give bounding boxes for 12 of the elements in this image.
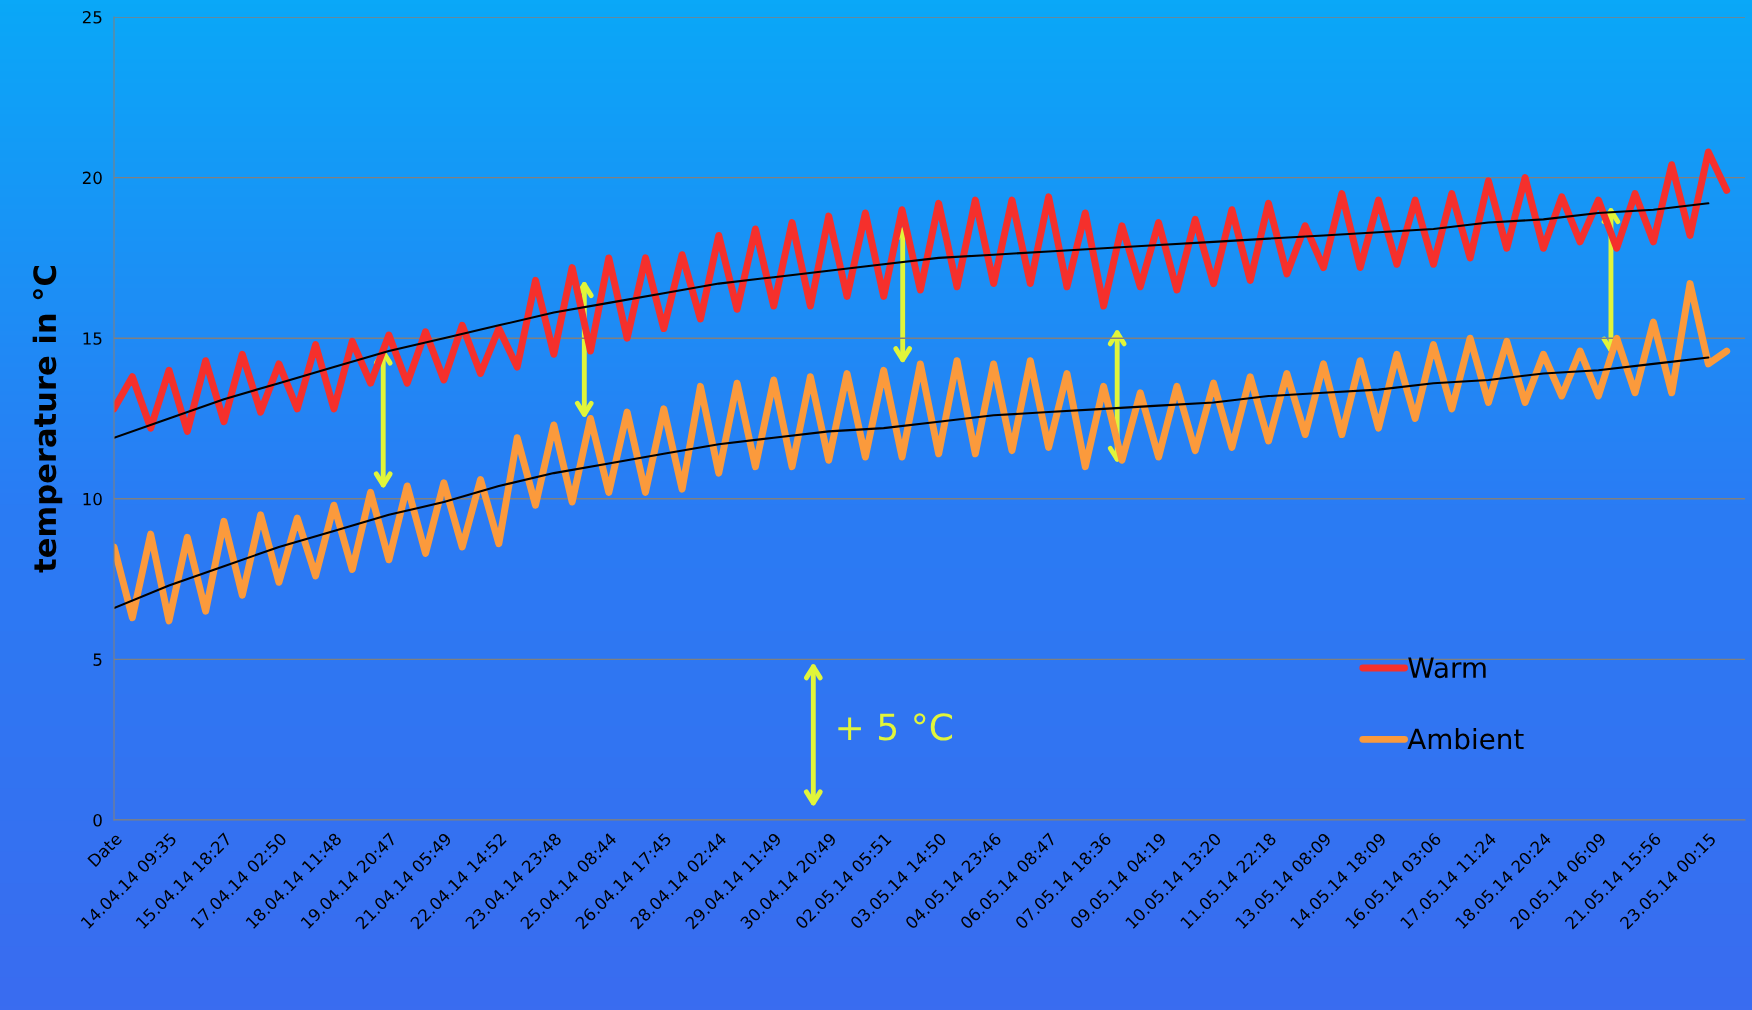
y-tick-label: 20 <box>82 171 102 185</box>
legend-label: Warm <box>1408 657 1486 679</box>
y-tick-label: 10 <box>83 492 102 506</box>
y-tick-label: 5 <box>93 653 102 666</box>
y-axis-title: temperature in °C <box>32 266 63 573</box>
line-series <box>114 202 1710 439</box>
y-tick-label: 25 <box>82 10 102 24</box>
annotation: + 5 °C <box>838 713 953 741</box>
line-series <box>114 356 1710 610</box>
y-tick-label: 0 <box>93 813 102 827</box>
y-tick-label: 15 <box>83 332 102 345</box>
legend-label: Ambient <box>1407 727 1524 750</box>
